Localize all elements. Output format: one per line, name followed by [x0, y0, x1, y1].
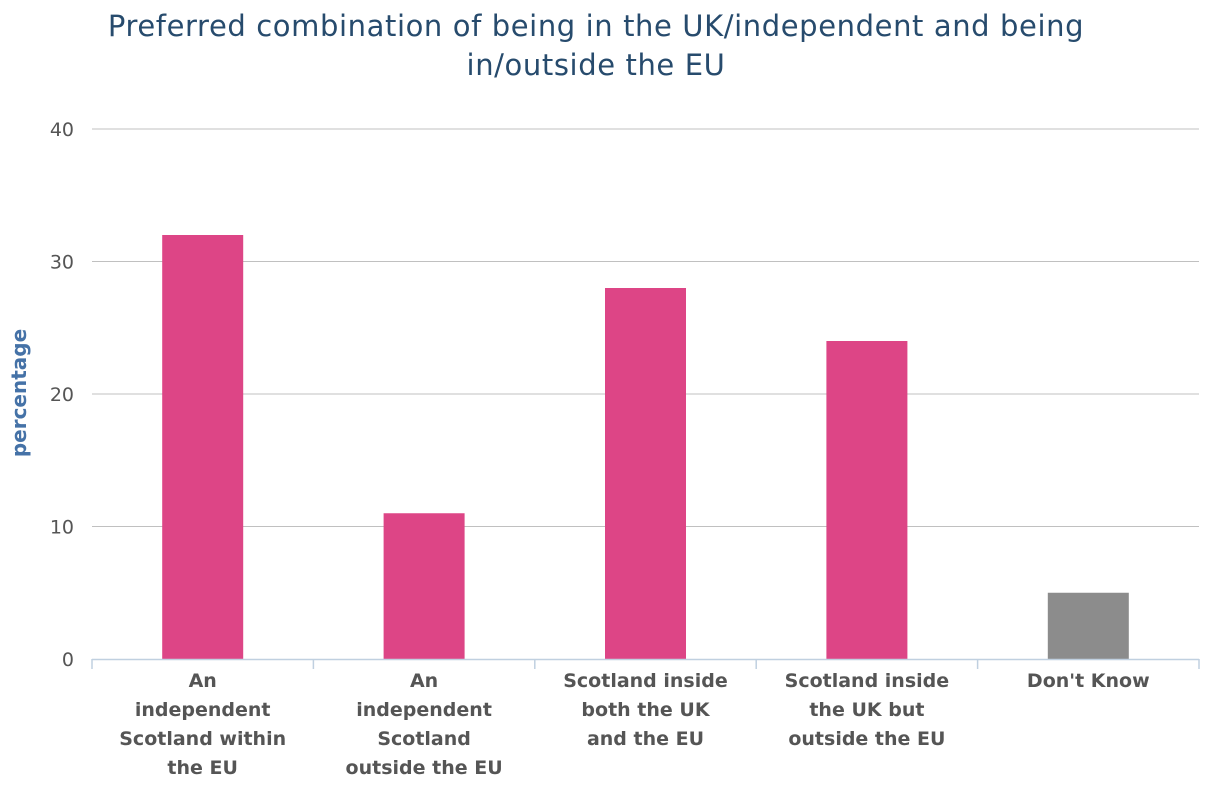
x-category-label: Scotland inside both the UK and the EU — [563, 670, 728, 750]
bar[interactable] — [605, 288, 686, 659]
x-category-label: Don't Know — [1027, 670, 1150, 692]
x-axis — [91, 658, 1200, 669]
y-tick-label: 10 — [50, 517, 74, 539]
bar[interactable] — [383, 513, 465, 659]
x-axis-category-labels: An independent Scotland within the EU An inde… — [119, 670, 1149, 779]
bar[interactable] — [162, 235, 244, 659]
chart-title-line: Preferred combination of being in the UK… — [108, 9, 1084, 43]
y-tick-label: 30 — [50, 252, 74, 274]
x-category-label: An independent Scotland outside the EU — [346, 670, 503, 779]
y-tick-label: 0 — [62, 649, 74, 671]
y-tick-label: 40 — [50, 119, 74, 141]
bars — [162, 235, 1129, 659]
y-tick-label: 20 — [50, 384, 74, 406]
bar[interactable] — [826, 341, 908, 659]
chart-title: Preferred combination of being in the UK… — [108, 9, 1084, 82]
bar[interactable] — [1047, 592, 1129, 659]
chart-title-line: in/outside the EU — [467, 48, 726, 82]
y-axis-title: percentage — [7, 329, 31, 457]
x-category-label: An independent Scotland within the EU — [119, 670, 286, 779]
y-axis-ticks: 0 10 20 30 40 — [50, 119, 74, 671]
x-category-label: Scotland inside the UK but outside the EU — [785, 670, 950, 750]
